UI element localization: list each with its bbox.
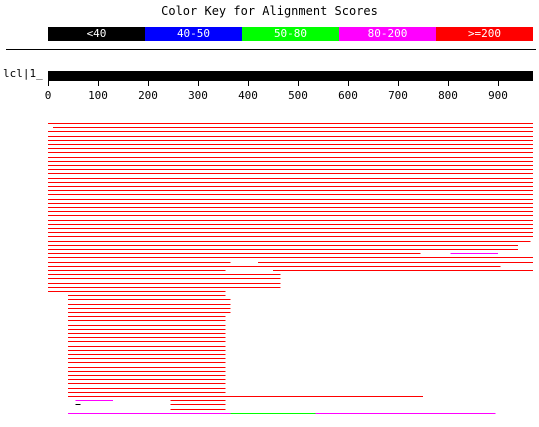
divider xyxy=(6,49,536,50)
color-key-legend: <40 40-50 50-80 80-200 >=200 xyxy=(48,27,533,41)
axis-tick xyxy=(97,80,99,86)
axis-tick xyxy=(147,80,149,86)
axis-tick-label: 500 xyxy=(288,89,308,102)
color-key-title: Color Key for Alignment Scores xyxy=(161,4,378,18)
color-key-segment: 50-80 xyxy=(242,27,339,41)
axis-tick xyxy=(47,80,49,86)
axis-tick-label: 800 xyxy=(438,89,458,102)
axis-tick-label: 700 xyxy=(388,89,408,102)
axis-tick xyxy=(197,80,199,86)
query-label: lcl|1_ xyxy=(3,67,43,80)
axis-tick-label: 100 xyxy=(88,89,108,102)
axis-tick xyxy=(397,80,399,86)
axis-line xyxy=(48,80,533,81)
axis-tick-label: 300 xyxy=(188,89,208,102)
axis-tick xyxy=(297,80,299,86)
axis-tick-label: 600 xyxy=(338,89,358,102)
axis-tick xyxy=(497,80,499,86)
axis-tick-label: 0 xyxy=(44,89,52,102)
color-key-segment: >=200 xyxy=(436,27,533,41)
axis-tick xyxy=(447,80,449,86)
query-sequence-bar[interactable] xyxy=(48,71,533,80)
color-key-segment: 80-200 xyxy=(339,27,436,41)
axis-tick xyxy=(247,80,249,86)
color-key-segment: <40 xyxy=(48,27,145,41)
color-key-segment: 40-50 xyxy=(145,27,242,41)
axis-tick-label: 200 xyxy=(138,89,158,102)
axis-tick-label: 900 xyxy=(488,89,508,102)
axis-tick-label: 400 xyxy=(238,89,258,102)
axis-tick xyxy=(347,80,349,86)
